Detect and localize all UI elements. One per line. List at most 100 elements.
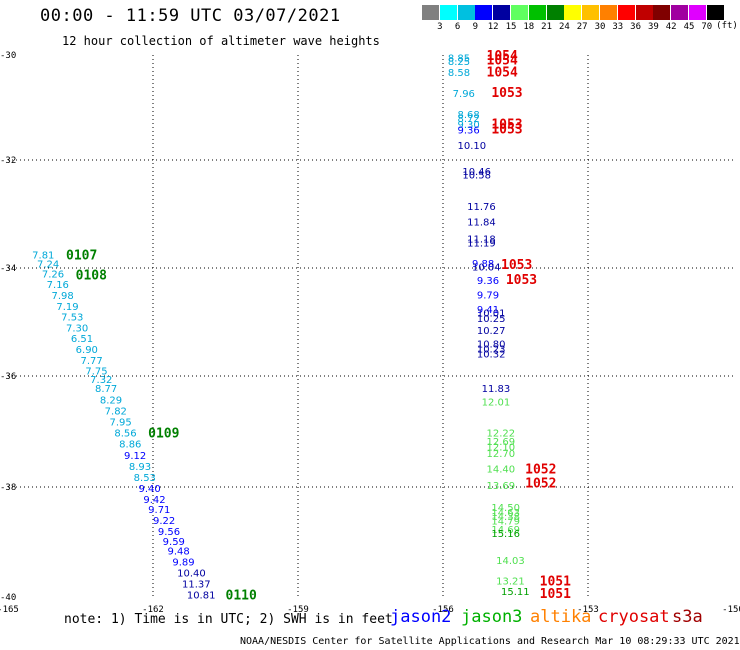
wave-height-label: 10.32 [477,349,506,360]
pass-time-label: 0108 [76,268,107,283]
wave-height-label: 8.56 [114,429,136,440]
wave-height-label: 7.75 [85,367,107,378]
wave-height-label: 9.41 [477,305,499,316]
satellite-legend-cryosat: cryosat [598,607,670,627]
wave-height-label: 10.25 [477,314,506,325]
y-tick-label: -30 [0,51,16,61]
color-scale-tick: 36 [630,22,642,32]
wave-height-label: 9.59 [163,537,185,548]
wave-height-label: 10.01 [477,308,506,319]
x-tick-label: -153 [577,605,599,615]
wave-height-label: 9.89 [172,557,194,568]
wave-height-label: 10.58 [462,171,491,182]
wave-height-label: 9.36 [477,276,499,287]
wave-height-label: 8.72 [458,114,480,125]
wave-height-label: 11.18 [467,234,496,245]
wave-height-label: 7.32 [90,375,112,386]
color-swatch [528,5,546,20]
y-tick-label: -32 [0,156,16,166]
wave-height-label: 7.30 [66,323,88,334]
wave-height-label: 9.56 [158,527,180,538]
wave-height-label: 8.77 [95,384,117,395]
color-swatch [653,5,671,20]
color-scale-tick: 27 [576,22,588,32]
pass-time-label: 1051 [540,587,571,602]
x-tick-label: -162 [142,605,164,615]
pass-time-label: 0107 [66,249,97,264]
color-scale-tick: 9 [472,22,479,32]
color-swatch [706,5,724,20]
color-swatch [475,5,493,20]
wave-height-label: 11.19 [467,239,496,250]
y-tick-label: -34 [0,264,16,274]
wave-height-label: 12.69 [487,437,516,448]
wave-height-label: 12.10 [487,442,516,453]
wave-height-label: 14.79 [491,517,520,528]
color-swatch [617,5,635,20]
pass-time-label: 1054 [487,54,518,69]
wave-height-label: 14.03 [496,556,525,567]
color-scale-tick: 24 [558,22,570,32]
wave-height-label: 14.63 [491,508,520,519]
color-swatch [457,5,475,20]
wave-height-label: 10.10 [458,141,487,152]
wave-height-label: 10.27 [477,326,506,337]
wave-height-label: 7.53 [61,313,83,324]
wave-height-label: 10.23 [477,344,506,355]
color-scale-tick: 6 [454,22,461,32]
x-tick-label: -156 [432,605,454,615]
pass-time-label: 1053 [491,117,522,132]
color-swatch [511,5,528,20]
wave-height-label: 9.42 [143,495,165,506]
wave-height-label: 14.38 [491,512,520,523]
color-swatch [582,5,600,20]
pass-time-label: 1053 [506,273,537,288]
wave-height-label: 10.40 [177,568,206,579]
wave-height-label: 7.26 [42,269,64,280]
wave-height-label: 13.21 [496,577,525,588]
wave-height-label: 9.30 [458,120,480,131]
wave-height-label: 12.70 [487,449,516,460]
page-title: 00:00 - 11:59 UTC 03/07/2021 [40,6,341,26]
wave-height-label: 7.77 [81,356,103,367]
wave-height-label: 9.79 [477,290,499,301]
color-swatch [546,5,564,20]
wave-height-label: 9.22 [153,516,175,527]
satellite-legend-jason2: jason2 [390,607,452,627]
wave-height-label: 7.24 [37,260,59,271]
color-scale-unit: (ft) [716,21,738,31]
wave-height-label: 11.76 [467,202,496,213]
wave-height-label: 7.81 [32,251,54,262]
color-scale-tick: 15 [505,22,517,32]
color-scale-tick: 3 [437,22,443,32]
wave-height-label: 8.85 [448,54,470,65]
wave-height-label: 12.22 [487,429,516,440]
wave-height-label: 9.36 [458,126,480,137]
pass-time-label: 1053 [491,123,522,138]
color-scale-tick: 21 [541,22,553,32]
wave-height-label: 15.16 [491,529,520,540]
color-swatch [600,5,617,20]
wave-height-label: 10.80 [477,340,506,351]
pass-time-label: 0110 [226,588,257,603]
x-tick-label: -150 [722,605,740,615]
pass-time-label: 1051 [540,575,571,590]
wave-height-label: 14.40 [487,465,516,476]
wave-height-label: 10.46 [462,167,491,178]
satellite-legend-jason3: jason3 [461,607,523,627]
wave-height-label: 14.69 [491,525,520,536]
wave-height-label: 7.16 [47,280,69,291]
pass-time-label: 1054 [487,49,518,64]
wave-height-label: 13.69 [487,481,516,492]
wave-height-label: 8.86 [119,440,141,451]
color-swatch [689,5,706,20]
y-tick-label: -36 [0,372,16,382]
wave-height-label: 7.19 [56,302,78,313]
wave-height-label: 7.96 [453,89,475,100]
color-swatch [564,5,582,20]
x-tick-label: -159 [287,605,309,615]
wave-height-label: 10.81 [187,590,216,601]
wave-height-label: 8.25 [448,57,470,68]
wave-height-label: 11.37 [182,579,211,590]
